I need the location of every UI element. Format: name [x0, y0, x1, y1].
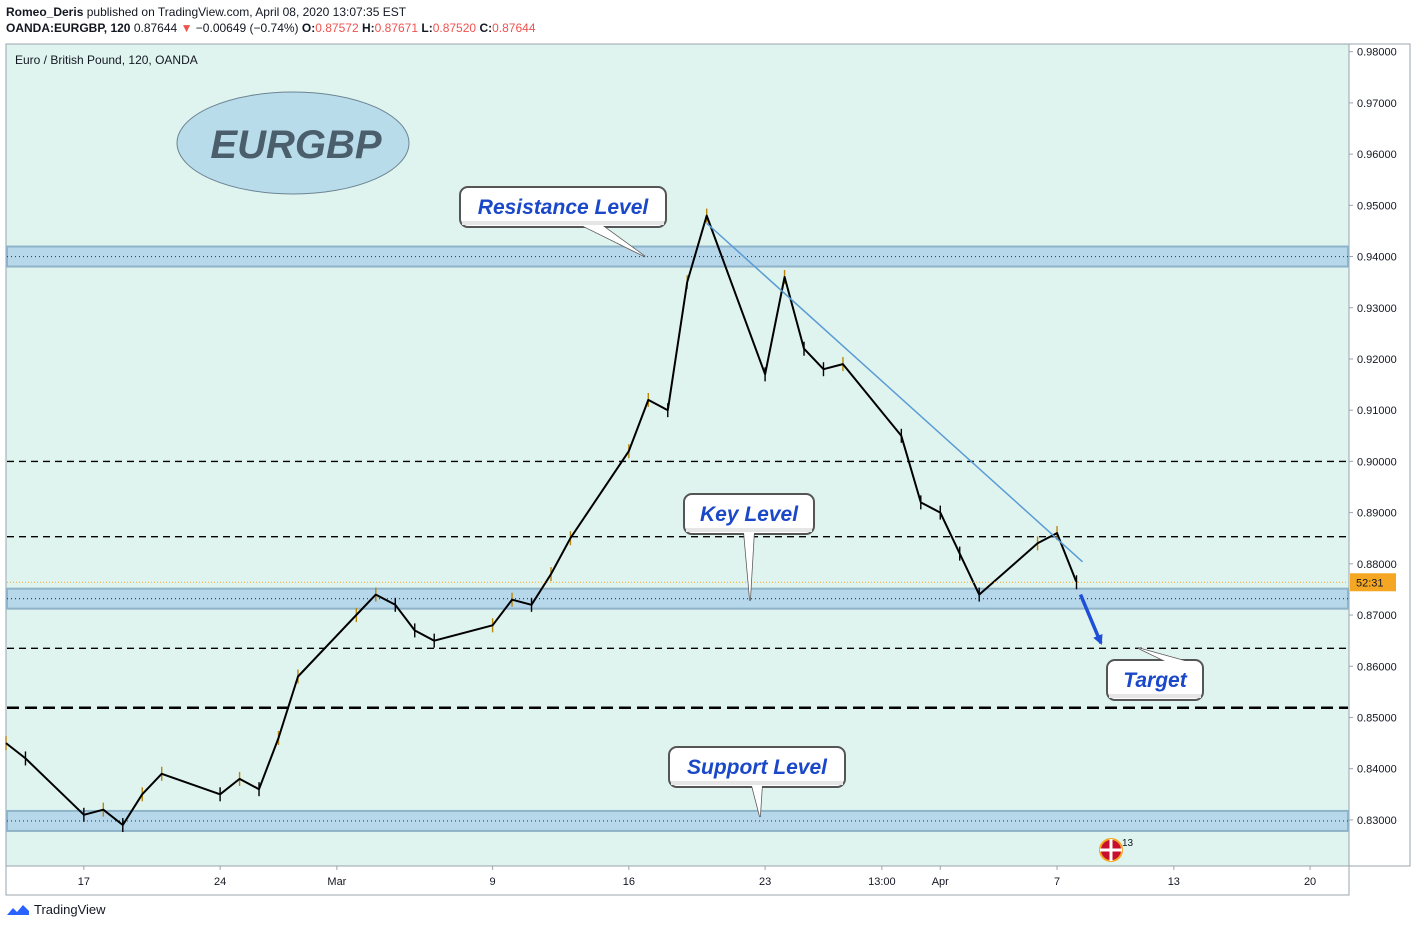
resistance-callout-box	[459, 186, 667, 228]
tradingview-logo[interactable]: TradingView	[6, 902, 106, 917]
target-callout-box	[1106, 659, 1204, 701]
resistance-callout-shadow	[462, 221, 664, 225]
support-callout-pointer-fill	[752, 786, 762, 817]
x-tick-label: Apr	[932, 876, 949, 888]
y-tick-label: 0.84000	[1357, 764, 1397, 776]
key-level-callout-shadow	[686, 528, 812, 532]
x-tick-label: 13	[1168, 876, 1180, 888]
brand-text: TradingView	[34, 902, 106, 917]
price-axis[interactable]	[1348, 43, 1411, 867]
y-tick-label: 0.94000	[1357, 252, 1397, 264]
y-tick-label: 0.89000	[1357, 508, 1397, 520]
x-tick-label: 7	[1054, 876, 1060, 888]
x-tick-label: 24	[214, 876, 226, 888]
y-tick-label: 0.90000	[1357, 456, 1397, 468]
y-tick-label: 0.95000	[1357, 200, 1397, 212]
x-tick-label: Mar	[327, 876, 346, 888]
x-tick-label: 20	[1304, 876, 1316, 888]
high-value: 0.87671	[374, 21, 419, 35]
author-name[interactable]: Romeo_Deris	[6, 5, 84, 19]
y-tick-label: 0.91000	[1357, 405, 1397, 417]
open-value: 0.87572	[315, 21, 359, 35]
close-label: C:	[479, 21, 493, 35]
watermark-ellipse: EURGBP	[176, 91, 410, 195]
time-axis[interactable]	[5, 865, 1350, 896]
y-tick-label: 0.87000	[1357, 610, 1397, 622]
y-tick-label: 0.85000	[1357, 712, 1397, 724]
y-tick-label: 0.86000	[1357, 661, 1397, 673]
price-tag-box	[1350, 573, 1396, 592]
x-tick-label: 23	[759, 876, 771, 888]
watermark-text: EURGBP	[210, 123, 381, 167]
economic-events-badge[interactable]: 13	[1099, 838, 1134, 862]
x-tick-label: 17	[78, 876, 90, 888]
price-tag-text: 52:31	[1356, 577, 1384, 589]
key-level-callout: Key Level	[683, 493, 815, 601]
low-value: 0.87520	[432, 21, 477, 35]
x-tick-label: 13:00	[868, 876, 896, 888]
low-label: L:	[421, 21, 433, 35]
target-callout-text: Target	[1123, 669, 1187, 692]
resistance-callout-text: Resistance Level	[478, 196, 650, 219]
y-tick-label: 0.92000	[1357, 354, 1397, 366]
support-callout-shadow	[671, 781, 843, 785]
events-count: 13	[1122, 838, 1134, 849]
symbol-label: OANDA:EURGBP, 120	[6, 21, 131, 35]
key-level-callout-pointer-fill	[744, 533, 754, 601]
y-tick-label: 0.88000	[1357, 559, 1397, 571]
y-tick-label: 0.97000	[1357, 98, 1397, 110]
target-callout-shadow	[1109, 694, 1201, 698]
tradingview-logo-icon	[7, 904, 29, 915]
y-tick-label: 0.98000	[1357, 47, 1397, 59]
level-zone	[6, 587, 1349, 610]
resistance-callout: Resistance Level	[459, 186, 667, 258]
target-arrow	[1078, 593, 1103, 646]
level-zone	[6, 809, 1349, 832]
y-tick-label: 0.83000	[1357, 815, 1397, 827]
down-arrow-icon: ▼	[180, 21, 193, 35]
open-label: O:	[301, 21, 316, 35]
instrument-label: Euro / British Pound, 120, OANDA	[15, 53, 198, 67]
x-tick-label: 16	[623, 876, 635, 888]
last-price: 0.87644	[133, 21, 178, 35]
chart-header: Romeo_Deris published on TradingView.com…	[6, 4, 536, 36]
price-series-line	[5, 214, 1078, 826]
support-callout-text: Support Level	[687, 756, 828, 779]
key-level-callout-text: Key Level	[700, 503, 799, 526]
close-value: 0.87644	[492, 21, 536, 35]
price-change: −0.00649 (−0.74%)	[195, 21, 299, 35]
x-tick-label: 9	[490, 876, 496, 888]
published-info: published on TradingView.com, April 08, …	[86, 5, 407, 19]
support-callout: Support Level	[668, 746, 846, 818]
resistance-callout-pointer-fill	[583, 226, 645, 257]
level-zone	[6, 245, 1349, 268]
y-tick-label: 0.96000	[1357, 149, 1397, 161]
target-callout: Target	[1106, 647, 1204, 701]
high-label: H:	[361, 21, 375, 35]
y-tick-label: 0.93000	[1357, 303, 1397, 315]
descending-trendline	[706, 222, 1084, 563]
target-callout-pointer-fill	[1138, 648, 1185, 661]
